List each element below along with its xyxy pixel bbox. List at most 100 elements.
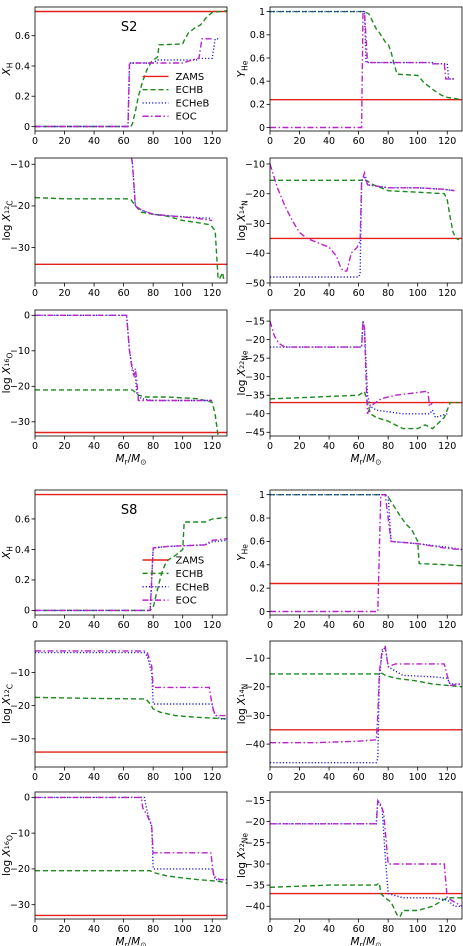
y-tick-label: −10: [10, 828, 30, 839]
x-tick-label: 100: [174, 924, 192, 935]
series-group: [35, 314, 227, 436]
y-axis-label: YHe: [236, 60, 250, 77]
series-group: [270, 797, 462, 918]
series-eoc: [270, 10, 455, 129]
panel-s2-yhe: 0 20 40 60 80 100 120 0 0.2 0.4 0.6 0.8 1 YHe: [236, 6, 463, 147]
y-axis-label: log X16O: [1, 353, 15, 394]
y-tick-label: 0.2: [250, 100, 265, 111]
series-group: [270, 163, 462, 278]
y-tick-label: 1: [259, 490, 265, 501]
x-tick-label: 120: [203, 288, 221, 299]
x-tick-label: 60: [353, 288, 365, 299]
axes-frame: [269, 6, 463, 132]
x-tick-label: 40: [323, 924, 335, 935]
series-eoc: [35, 538, 227, 612]
x-tick-label: 60: [118, 772, 130, 783]
panel-s2-c12: 0 20 40 60 80 100 120 −30 −20 −10 log X12C: [1, 157, 228, 299]
x-tick-label: 120: [203, 136, 221, 147]
y-axis-label: log X22Ne: [236, 833, 250, 878]
x-tick-label: 80: [382, 288, 394, 299]
y-tick-label: −40: [245, 249, 265, 260]
x-tick-label: 40: [88, 136, 100, 147]
x-tick-label: 80: [147, 136, 159, 147]
y-tick-label: 0.6: [15, 514, 30, 525]
legend-label-zams: ZAMS: [176, 556, 205, 567]
series-echb: [35, 196, 225, 282]
x-tick-label: 120: [203, 924, 221, 935]
series-group: [35, 493, 227, 612]
y-axis-label: XH: [1, 63, 15, 77]
y-tick-label: 0.4: [15, 61, 30, 72]
x-tick-label: 120: [438, 288, 456, 299]
x-tick-label: 40: [323, 772, 335, 783]
x-tick-label: 20: [58, 288, 70, 299]
panel-s8-xh: 0 20 40 60 80 100 120 0 0.2 0.4 0.6 XH S8 ZAMS ECHB ECH…: [1, 489, 228, 631]
x-tick-label: 20: [293, 772, 305, 783]
series-echb: [35, 696, 227, 720]
y-tick-label: −30: [245, 859, 265, 870]
y-tick-label: −35: [245, 880, 265, 891]
x-tick-label: 0: [32, 772, 38, 783]
series-group: [270, 320, 462, 430]
series-echb: [270, 494, 462, 567]
y-tick-label: −50: [245, 278, 265, 289]
series-echb: [35, 389, 219, 436]
series-group: [35, 158, 227, 282]
x-tick-label: 40: [323, 136, 335, 147]
x-tick-label: 100: [174, 288, 192, 299]
legend-label-echeb: ECHeB: [176, 98, 210, 109]
series-eoc: [270, 320, 434, 415]
x-tick-label: 40: [88, 620, 100, 631]
x-tick-label: 120: [438, 441, 456, 452]
axes-frame: [34, 640, 228, 768]
y-axis-label: log X12C: [1, 200, 15, 240]
panel-s8-c12: 0 20 40 60 80 100 120 −30 −20 −10 log X12C: [1, 640, 228, 783]
x-axis-label: Mr/M⊙: [115, 453, 146, 467]
series-eoc: [35, 650, 227, 717]
panel-s2-ne22: 0 20 40 60 80 100 120 −45 −40 −35 −30 −25 −20 −15 log …: [236, 309, 463, 467]
series-echeb: [270, 494, 462, 551]
panel-s2-xh: 0 20 40 60 80 100 120 0 0.2 0.4 0.6 XH S2 ZAMS ECHB ECH…: [1, 6, 228, 147]
y-tick-label: −40: [245, 409, 265, 420]
y-tick-label: 0.8: [250, 30, 265, 41]
y-tick-label: −30: [10, 417, 30, 428]
series-echeb: [270, 174, 455, 278]
series-eoc: [35, 38, 213, 128]
x-tick-label: 60: [353, 441, 365, 452]
y-tick-label: −20: [10, 701, 30, 712]
x-tick-label: 0: [267, 441, 273, 452]
x-tick-label: 100: [409, 620, 427, 631]
series-group: [35, 10, 227, 128]
y-tick-label: −20: [10, 201, 30, 212]
legend-label-echb: ECHB: [176, 569, 204, 580]
x-tick-label: 80: [147, 620, 159, 631]
y-tick-label: −10: [10, 160, 30, 171]
legend: ZAMS ECHB ECHeB EOC: [142, 72, 210, 123]
legend-label-echeb: ECHeB: [176, 582, 210, 593]
x-tick-label: 0: [32, 441, 38, 452]
axes-frame: [34, 309, 228, 437]
x-tick-label: 20: [58, 136, 70, 147]
y-tick-label: −30: [10, 243, 30, 254]
y-axis-label: log X22Ne: [236, 350, 250, 395]
x-tick-label: 20: [58, 441, 70, 452]
x-tick-label: 40: [323, 441, 335, 452]
y-tick-label: −20: [10, 864, 30, 875]
series-eoc: [270, 798, 462, 907]
y-tick-label: 0.6: [250, 53, 265, 64]
x-tick-label: 0: [32, 924, 38, 935]
y-axis-label: log X12C: [1, 684, 15, 724]
series-group: [35, 796, 227, 917]
y-tick-label: −10: [10, 346, 30, 357]
panel-s8-ne22: 0 20 40 60 80 100 120 −40 −35 −30 −25 −20 −15 log X22…: [236, 791, 463, 946]
series-echb: [35, 870, 227, 884]
series-group: [270, 10, 462, 129]
y-tick-label: 0.8: [250, 513, 265, 524]
axes-frame: [34, 157, 228, 284]
legend-label-echb: ECHB: [176, 85, 204, 96]
x-tick-label: 40: [88, 288, 100, 299]
x-tick-label: 0: [267, 772, 273, 783]
series-echb: [270, 671, 462, 688]
x-tick-label: 100: [409, 136, 427, 147]
